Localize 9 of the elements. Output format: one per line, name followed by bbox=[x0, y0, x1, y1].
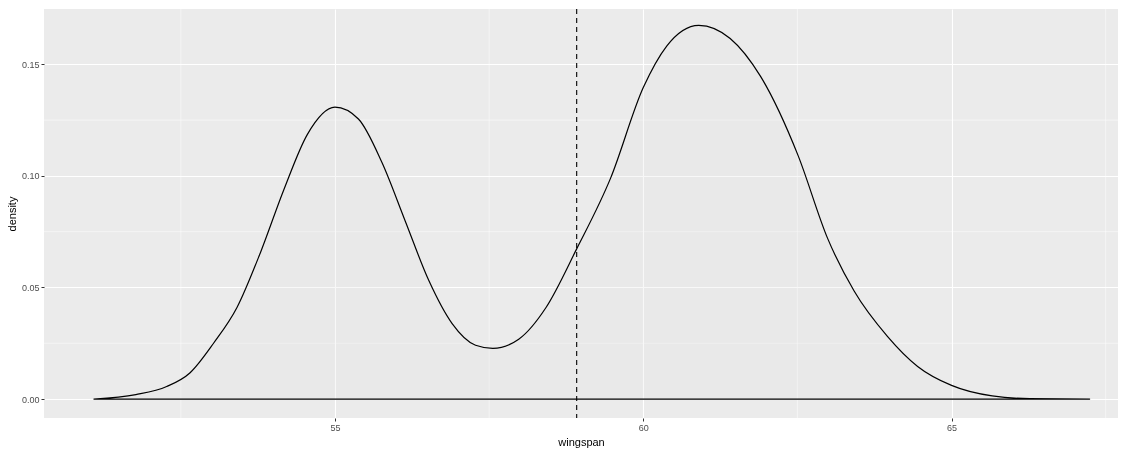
y-tick-label: 0.10 bbox=[21, 171, 40, 182]
y-tick-label: 0.15 bbox=[21, 59, 40, 70]
y-axis-title: density bbox=[5, 196, 18, 232]
x-tick-label: 60 bbox=[638, 422, 649, 433]
y-tick-label: 0.05 bbox=[21, 282, 40, 293]
x-axis-title: wingspan bbox=[557, 435, 605, 448]
x-tick-label: 65 bbox=[947, 422, 958, 433]
y-tick-label: 0.00 bbox=[21, 394, 40, 405]
x-tick-label: 55 bbox=[330, 422, 341, 433]
